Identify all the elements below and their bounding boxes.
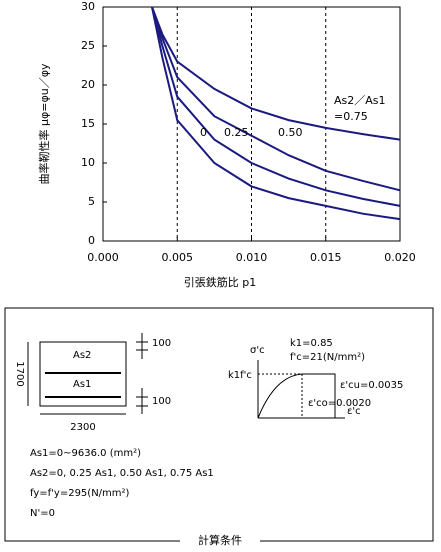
eco: ε'co=0.0020 [308, 398, 371, 409]
fc: f'c=21(N/mm²) [290, 352, 365, 363]
y-tick-label: 30 [81, 0, 95, 13]
axis-y-label: σ'c [250, 345, 265, 356]
x-tick-label: 0.015 [310, 251, 342, 264]
bottom-dim: 100 [152, 396, 171, 407]
series-line [151, 6, 401, 141]
k1: k1=0.85 [290, 338, 333, 349]
y-tick-label: 25 [81, 39, 95, 52]
peak-label: k1f'c [228, 370, 252, 381]
series-line [151, 6, 401, 221]
top-dim: 100 [152, 338, 171, 349]
y-tick-label: 0 [88, 234, 95, 247]
stress-curve [257, 373, 336, 419]
condition-line: fy=f'y=295(N/mm²) [30, 488, 130, 499]
y-tick-label: 10 [81, 156, 95, 169]
section-rect [39, 341, 127, 407]
y-tick-label: 15 [81, 117, 95, 130]
series-label: 0.25 [224, 126, 249, 139]
x-tick-label: 0.000 [87, 251, 119, 264]
condition-line: As1=0~9636.0 (mm²) [30, 448, 141, 459]
section: As2 As1 100 100 1700 2300 [14, 333, 171, 433]
top-bar-label: As2 [73, 350, 91, 361]
x-tick-label: 0.005 [162, 251, 194, 264]
y-tick-label: 20 [81, 78, 95, 91]
condition-lines: As1=0~9636.0 (mm²) As2=0, 0.25 As1, 0.50 … [30, 448, 214, 519]
series-line [151, 6, 401, 207]
caption: 計算条件 [198, 533, 242, 547]
condition-line: As2=0, 0.25 As1, 0.50 As1, 0.75 As1 [30, 468, 214, 479]
conditions-box [4, 307, 434, 542]
condition-line: N'=0 [30, 508, 55, 519]
x-axis-label: 引張鉄筋比 p1 [184, 275, 256, 289]
y-tick-label: 5 [88, 195, 95, 208]
bottom-bar-label: As1 [73, 379, 91, 390]
series-label: 0.50 [278, 126, 303, 139]
ecu: ε'cu=0.0035 [340, 380, 403, 391]
series-label: 0 [200, 126, 207, 139]
axis-x-label: ε'c [347, 406, 361, 417]
stress-strain: σ'c k1=0.85 f'c=21(N/mm²) k1f'c ε'cu=0.0… [228, 338, 403, 419]
annotation: As2／As1 [334, 94, 386, 107]
plot: 0 5 10 15 20 25 30 0.000 0.005 0.010 0.015 0.020 =0.… [81, 0, 416, 264]
x-tick-label: 0.010 [236, 251, 268, 264]
height-dim: 1700 [14, 361, 25, 386]
x-tick-label: 0.020 [384, 251, 416, 264]
y-axis-label: 曲率靭性率 μφ=φu／φy [37, 63, 51, 184]
series-line [151, 6, 401, 192]
caption-bg [180, 533, 260, 547]
width-dim: 2300 [70, 422, 95, 433]
series-label: =0.75 [334, 110, 368, 123]
